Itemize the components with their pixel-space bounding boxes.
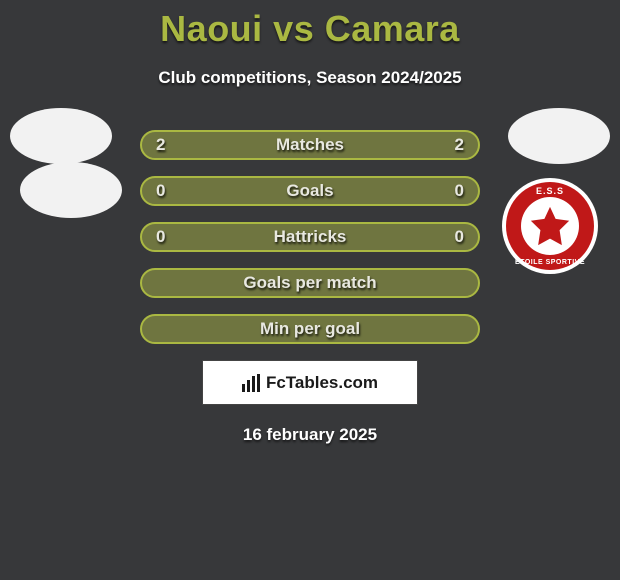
subtitle: Club competitions, Season 2024/2025: [0, 68, 620, 88]
stat-left-value: 0: [156, 181, 165, 201]
club-badge-bottom-text: ETOILE SPORTIVE: [506, 259, 594, 266]
player2-club-badge: E.S.S ETOILE SPORTIVE: [502, 178, 598, 274]
club-badge-top-text: E.S.S: [506, 186, 594, 196]
player1-avatar-placeholder: [10, 108, 112, 164]
player2-avatar-placeholder: [508, 108, 610, 164]
stat-right-value: 0: [455, 181, 464, 201]
stat-row: 2 Matches 2: [140, 130, 480, 160]
stat-left-value: 2: [156, 135, 165, 155]
stat-right-value: 0: [455, 227, 464, 247]
stat-row: Goals per match: [140, 268, 480, 298]
brand-box: FcTables.com: [202, 360, 418, 405]
stat-row: 0 Hattricks 0: [140, 222, 480, 252]
stat-label: Hattricks: [274, 227, 347, 247]
stat-label: Min per goal: [260, 319, 360, 339]
star-icon: [527, 203, 573, 249]
date-text: 16 february 2025: [0, 425, 620, 445]
player1-club-placeholder: [20, 162, 122, 218]
page-title: Naoui vs Camara: [0, 8, 620, 50]
stat-label: Matches: [276, 135, 344, 155]
club-badge-inner: [521, 197, 579, 255]
stat-right-value: 2: [455, 135, 464, 155]
stat-row: Min per goal: [140, 314, 480, 344]
bars-icon: [242, 374, 262, 392]
club-badge-ring: E.S.S ETOILE SPORTIVE: [506, 182, 594, 270]
stat-row: 0 Goals 0: [140, 176, 480, 206]
brand-text: FcTables.com: [266, 373, 378, 393]
comparison-card: Naoui vs Camara Club competitions, Seaso…: [0, 0, 620, 580]
stat-label: Goals: [286, 181, 333, 201]
stat-label: Goals per match: [243, 273, 376, 293]
stat-left-value: 0: [156, 227, 165, 247]
